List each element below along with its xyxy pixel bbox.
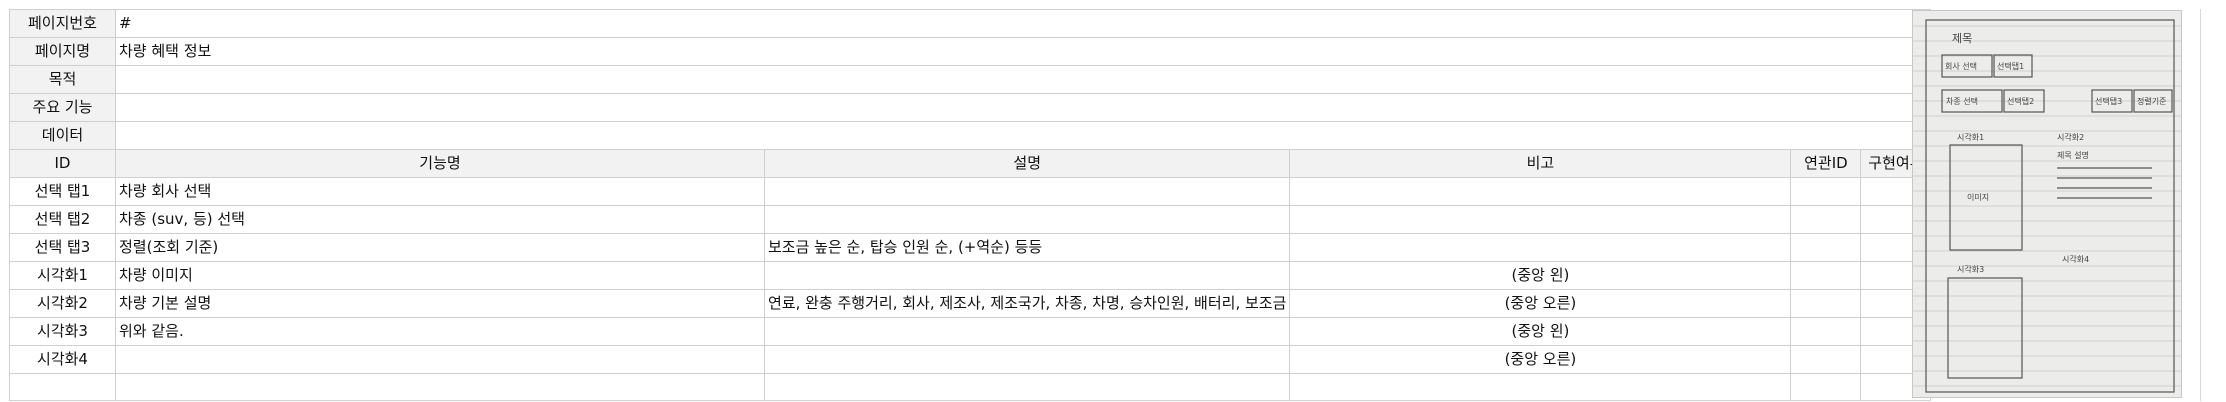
- table-row: [9, 373, 1932, 401]
- table-header-row: ID 기능명 설명 비고 연관ID 구현여부: [9, 149, 1932, 178]
- row-id-cell[interactable]: 시각화1: [9, 261, 116, 290]
- sketch-vis3-box: [1947, 277, 2023, 379]
- row-remark-cell[interactable]: [1289, 177, 1792, 206]
- sketch-vis2-note: 제목 설명: [2057, 150, 2089, 160]
- sketch-type-box: [1941, 89, 2003, 113]
- row-related-cell[interactable]: [1790, 289, 1862, 318]
- sketch-tab1-label: 선택탭1: [1997, 61, 2024, 71]
- meta-value-cell[interactable]: 차량 혜택 정보: [114, 37, 1932, 66]
- table-row: 시각화1 차량 이미지 (중앙 왼): [9, 261, 1932, 290]
- meta-label-cell[interactable]: 데이터: [9, 121, 116, 150]
- row-related-cell[interactable]: [1790, 205, 1862, 234]
- row-feature-cell[interactable]: 위와 같음.: [115, 317, 765, 346]
- spec-sheet: 페이지번호 # 페이지명 차량 혜택 정보 목적 주요 기능 데이터 ID 기능명 설명 비고 연관I…: [9, 9, 1932, 401]
- row-description-cell[interactable]: [763, 261, 1291, 290]
- sketch-type-label: 차종 선택: [1946, 96, 1978, 106]
- header-description[interactable]: 설명: [763, 149, 1291, 178]
- row-feature-cell[interactable]: 정렬(조회 기준): [115, 233, 765, 262]
- sketch-vis4-label: 시각화4: [2062, 254, 2089, 264]
- row-remark-cell[interactable]: (중앙 오른): [1289, 289, 1792, 318]
- sketch-company-box: [1941, 54, 1993, 78]
- sketch-frame: [1925, 19, 2175, 393]
- row-related-cell[interactable]: [1790, 317, 1862, 346]
- row-related-cell[interactable]: [1790, 233, 1862, 262]
- row-description-cell[interactable]: [763, 177, 1291, 206]
- row-feature-cell[interactable]: 차량 기본 설명: [115, 289, 765, 318]
- sketch-vis1-box: [1949, 144, 2023, 251]
- meta-row: 페이지번호 #: [9, 9, 1932, 38]
- meta-label-cell[interactable]: 페이지번호: [9, 9, 116, 38]
- row-remark-cell[interactable]: [1289, 233, 1792, 262]
- sketch-vis2-label: 시각화2: [2057, 132, 2084, 142]
- header-remark[interactable]: 비고: [1289, 149, 1792, 178]
- sheet-body: 페이지번호 # 페이지명 차량 혜택 정보 목적 주요 기능 데이터 ID 기능명 설명 비고 연관I…: [9, 9, 1932, 401]
- sketch-sort-box: [2133, 89, 2173, 113]
- row-feature-cell[interactable]: 차종 (suv, 등) 선택: [115, 205, 765, 234]
- row-related-cell[interactable]: [1790, 261, 1862, 290]
- meta-value-cell[interactable]: [114, 65, 1932, 94]
- row-remark-cell[interactable]: [1289, 205, 1792, 234]
- row-id-cell[interactable]: 시각화2: [9, 289, 116, 318]
- sketch-title: 제목: [1952, 32, 1972, 45]
- row-feature-cell[interactable]: 차량 회사 선택: [115, 177, 765, 206]
- sketch-vis1-label: 시각화1: [1957, 132, 1984, 142]
- meta-row: 페이지명 차량 혜택 정보: [9, 37, 1932, 66]
- row-related-cell[interactable]: [1790, 177, 1862, 206]
- row-remark-cell[interactable]: (중앙 왼): [1289, 261, 1792, 290]
- meta-row: 주요 기능: [9, 93, 1932, 122]
- row-remark-cell[interactable]: (중앙 왼): [1289, 317, 1792, 346]
- table-row: 시각화4 (중앙 오른): [9, 345, 1932, 374]
- sketch-tab3-box: [2091, 89, 2133, 113]
- meta-row: 데이터: [9, 121, 1932, 150]
- row-feature-cell[interactable]: [115, 345, 765, 374]
- row-description-cell[interactable]: 연료, 완충 주행거리, 회사, 제조사, 제조국가, 차종, 차명, 승차인원…: [763, 289, 1291, 318]
- row-id-cell[interactable]: 시각화4: [9, 345, 116, 374]
- row-remark-cell[interactable]: [1289, 373, 1792, 401]
- table-row: 시각화3 위와 같음. (중앙 왼): [9, 317, 1932, 346]
- row-description-cell[interactable]: [763, 373, 1291, 401]
- row-related-cell[interactable]: [1790, 373, 1862, 401]
- wireframe-sketch: 제목 회사 선택 선택탭1 차종 선택 선택탭2 선택탭3 정렬기준 시각화1 …: [1912, 10, 2182, 398]
- row-id-cell[interactable]: 시각화3: [9, 317, 116, 346]
- meta-value-cell[interactable]: #: [114, 9, 1932, 38]
- row-remark-cell[interactable]: (중앙 오른): [1289, 345, 1792, 374]
- table-row: 선택 탭1 차량 회사 선택: [9, 177, 1932, 206]
- row-description-cell[interactable]: 보조금 높은 순, 탑승 인원 순, (+역순) 등등: [763, 233, 1291, 262]
- table-row: 선택 탭3 정렬(조회 기준) 보조금 높은 순, 탑승 인원 순, (+역순) 등…: [9, 233, 1932, 262]
- row-description-cell[interactable]: [763, 345, 1291, 374]
- row-description-cell[interactable]: [763, 317, 1291, 346]
- meta-label-cell[interactable]: 목적: [9, 65, 116, 94]
- sheet-right-edge: [2200, 9, 2201, 401]
- meta-label-cell[interactable]: 페이지명: [9, 37, 116, 66]
- sketch-tab3-label: 선택탭3: [2095, 96, 2122, 106]
- meta-value-cell[interactable]: [114, 121, 1932, 150]
- meta-row: 목적: [9, 65, 1932, 94]
- row-id-cell[interactable]: 선택 탭2: [9, 205, 116, 234]
- header-feature[interactable]: 기능명: [115, 149, 765, 178]
- row-id-cell[interactable]: [9, 373, 116, 401]
- sketch-image-label: 이미지: [1967, 192, 1989, 202]
- sketch-vis3-label: 시각화3: [1957, 264, 1984, 274]
- sketch-company-label: 회사 선택: [1945, 61, 1977, 71]
- table-row: 시각화2 차량 기본 설명 연료, 완충 주행거리, 회사, 제조사, 제조국가, …: [9, 289, 1932, 318]
- row-feature-cell[interactable]: 차량 이미지: [115, 261, 765, 290]
- header-related-id[interactable]: 연관ID: [1790, 149, 1862, 178]
- row-description-cell[interactable]: [763, 205, 1291, 234]
- meta-value-cell[interactable]: [114, 93, 1932, 122]
- header-id[interactable]: ID: [9, 149, 116, 178]
- meta-label-cell[interactable]: 주요 기능: [9, 93, 116, 122]
- row-related-cell[interactable]: [1790, 345, 1862, 374]
- row-feature-cell[interactable]: [115, 373, 765, 401]
- table-row: 선택 탭2 차종 (suv, 등) 선택: [9, 205, 1932, 234]
- sketch-tab1-box: [1993, 54, 2033, 78]
- sketch-tab2-box: [2003, 89, 2045, 113]
- row-id-cell[interactable]: 선택 탭3: [9, 233, 116, 262]
- sketch-sort-label: 정렬기준: [2137, 96, 2166, 106]
- row-id-cell[interactable]: 선택 탭1: [9, 177, 116, 206]
- sketch-tab2-label: 선택탭2: [2007, 96, 2034, 106]
